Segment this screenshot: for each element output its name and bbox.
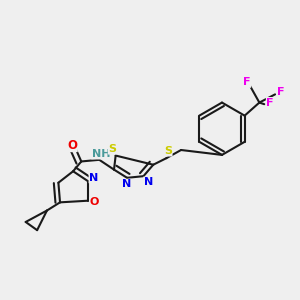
Text: F: F: [277, 87, 285, 97]
Text: N: N: [122, 179, 131, 189]
Text: S: S: [164, 146, 172, 156]
Text: F: F: [266, 98, 274, 108]
Text: F: F: [243, 77, 251, 87]
Text: N: N: [144, 177, 153, 187]
Text: O: O: [90, 197, 99, 207]
Text: N: N: [89, 173, 98, 183]
Text: NH: NH: [92, 149, 110, 159]
Text: S: S: [108, 144, 116, 154]
Text: O: O: [67, 139, 77, 152]
